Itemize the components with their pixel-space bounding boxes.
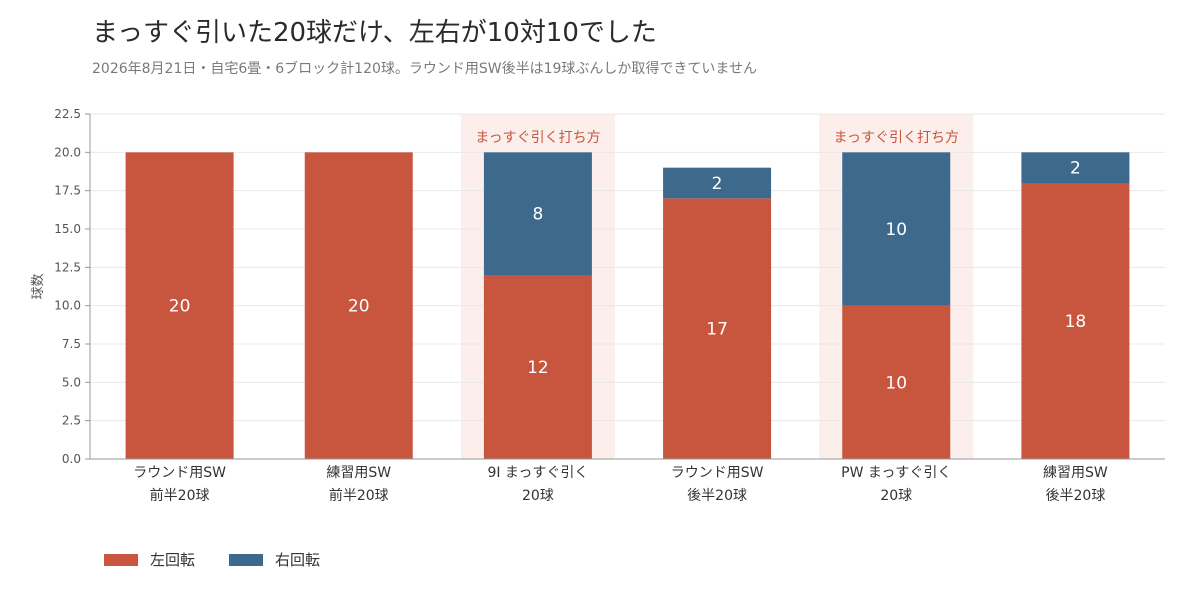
- legend-swatch-right: [229, 553, 264, 566]
- y-tick-label: 7.5: [62, 337, 81, 351]
- x-tick-label: 後半20球: [1046, 488, 1106, 504]
- bar-label-right: 8: [533, 205, 544, 225]
- highlight-label: まっすぐ引く打ち方: [834, 129, 959, 146]
- x-tick-label: 20球: [522, 488, 554, 504]
- x-tick-label: 9I まっすぐ引く: [487, 465, 588, 481]
- bar-label-left: 20: [348, 297, 370, 317]
- chart-title: まっすぐ引いた20球だけ、左右が10対10でした: [92, 18, 657, 48]
- y-tick-label: 17.5: [54, 184, 81, 198]
- bar-left-5: [1021, 183, 1130, 459]
- bar-left-2: [483, 275, 592, 459]
- bar-left-4: [842, 305, 951, 459]
- bar-left-0: [125, 152, 234, 460]
- bar-right-5: [1021, 152, 1130, 183]
- x-tick-label: ラウンド用SW: [133, 465, 226, 481]
- legend-label-left: 左回転: [150, 551, 196, 569]
- y-tick-label: 10.0: [54, 299, 81, 313]
- bar-label-left: 12: [527, 358, 549, 378]
- y-axis-label: 球数: [31, 273, 46, 299]
- y-tick-label: 0.0: [62, 452, 81, 466]
- y-tick-label: 5.0: [62, 375, 81, 389]
- y-tick-label: 22.5: [54, 107, 81, 121]
- legend-item-right: 右回転: [229, 549, 320, 570]
- x-tick-label: ラウンド用SW: [671, 465, 764, 481]
- y-tick-label: 15.0: [54, 222, 81, 236]
- bar-left-3: [663, 198, 772, 460]
- x-tick-label: 前半20球: [150, 487, 210, 504]
- chart-subtitle: 2026年8月21日・自宅6畳・6ブロック計120球。ラウンド用SW後半は19球…: [92, 61, 758, 77]
- x-tick-label: PW まっすぐ引く: [841, 465, 951, 481]
- legend: 左回転 右回転: [104, 549, 320, 570]
- bar-right-4: [842, 152, 951, 306]
- bar-label-right: 2: [1070, 159, 1081, 179]
- bar-right-3: [663, 167, 772, 199]
- bar-label-left: 17: [706, 320, 728, 340]
- legend-label-right: 右回転: [275, 551, 321, 569]
- bar-label-right: 2: [712, 174, 723, 194]
- legend-item-left: 左回転: [104, 549, 195, 570]
- y-tick-label: 2.5: [62, 414, 81, 428]
- highlight-label: まっすぐ引く打ち方: [475, 129, 600, 146]
- legend-swatch-left: [104, 553, 138, 566]
- x-tick-label: 練習用SW: [326, 465, 391, 481]
- bar-right-2: [483, 152, 592, 275]
- bar-label-right: 10: [885, 220, 907, 240]
- bar-left-1: [304, 152, 413, 460]
- bar-label-left: 20: [169, 297, 191, 317]
- stacked-bar-chart: 0.0 2.5 5.0 7.5 10.0 12.5 15.0 17.5 20.0 22.5 まっすぐ…: [31, 107, 1165, 504]
- bar-label-left: 10: [885, 373, 907, 393]
- y-tick-label: 20.0: [54, 145, 81, 159]
- x-tick-label: 20球: [880, 488, 912, 504]
- y-tick-label: 12.5: [54, 260, 81, 274]
- x-tick-label: 前半20球: [329, 487, 389, 504]
- x-tick-label: 練習用SW: [1043, 465, 1108, 481]
- x-tick-label: 後半20球: [687, 488, 747, 504]
- bar-label-left: 18: [1065, 312, 1087, 332]
